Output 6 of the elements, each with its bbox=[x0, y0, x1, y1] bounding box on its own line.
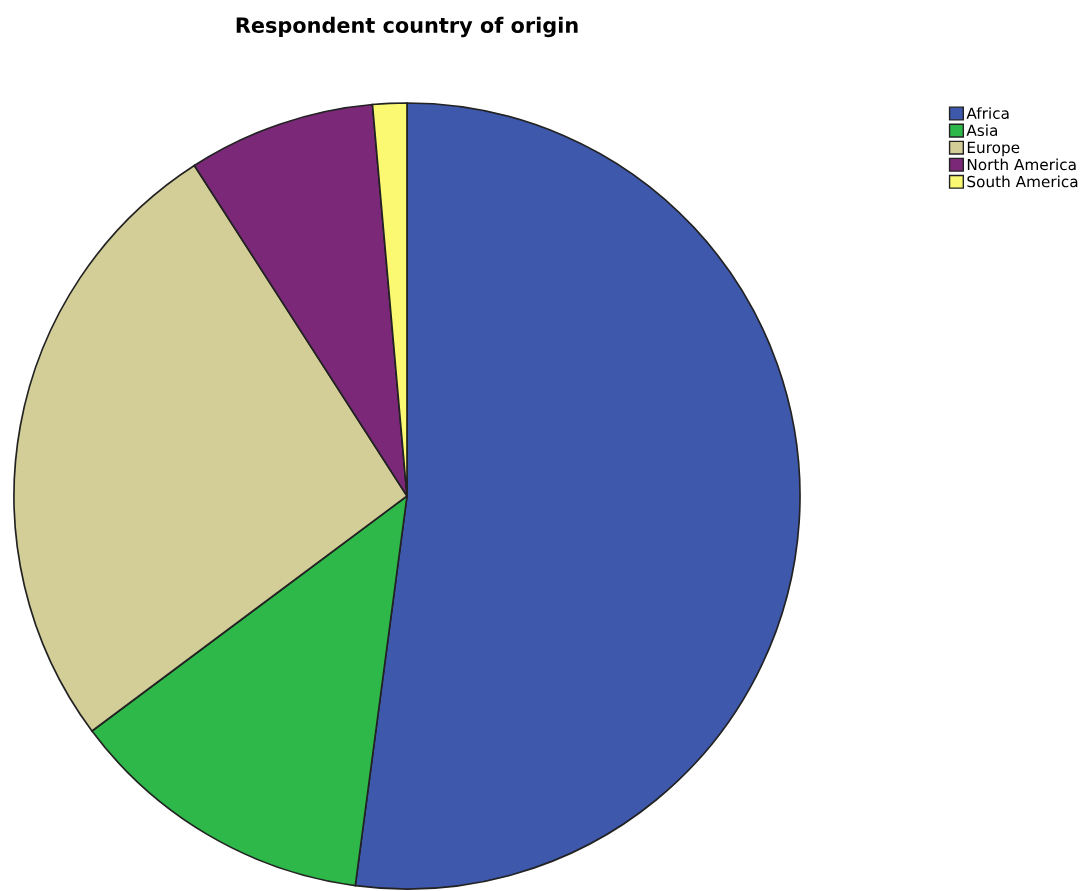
legend-label: Africa bbox=[966, 107, 1009, 119]
legend-label: North America bbox=[967, 158, 1076, 171]
legend-label: Europe bbox=[967, 141, 1020, 157]
chart-title: Respondent country of origin bbox=[236, 16, 578, 38]
legend-label: Asia bbox=[966, 124, 998, 137]
legend-label: South America bbox=[967, 175, 1078, 188]
